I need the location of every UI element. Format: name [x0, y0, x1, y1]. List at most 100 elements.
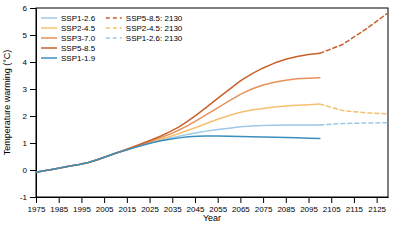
x-tick-label: 2125: [368, 205, 386, 214]
y-axis: -1 0 1 2 3 4 5 6: [20, 4, 37, 202]
legend-item: SSP2-4.5: 2130: [106, 24, 183, 33]
legend: SSP1-2.6SSP2-4.5SSP3-7.0SSP5-8.5SSP1-1.9…: [41, 14, 183, 63]
y-tick-mark: [30, 170, 36, 171]
x-tick-mark: [36, 197, 37, 203]
x-tick: 2115: [346, 197, 364, 214]
y-axis-line: [36, 9, 37, 198]
x-tick-label: 1995: [73, 205, 91, 214]
y-tick-mark: [30, 197, 36, 198]
y-tick-mark: [30, 89, 36, 90]
x-tick-label: 2065: [232, 205, 250, 214]
y-tick: 2: [23, 112, 36, 121]
legend-item: SSP1-2.6: [41, 14, 96, 23]
x-tick-label: 1975: [28, 205, 46, 214]
x-tick: 2035: [164, 197, 182, 214]
x-tick-mark: [354, 197, 355, 203]
y-tick-mark: [30, 116, 36, 117]
legend-column: SSP5-8.5: 2130SSP2-4.5: 2130SSP1-2.6: 21…: [106, 14, 183, 43]
y-tick-label: 6: [23, 4, 28, 13]
x-tick: 2075: [255, 197, 273, 214]
legend-label: SSP2-4.5: 2130: [126, 24, 183, 33]
x-axis: 1975 1985 1995 2005 2015 2025 2035 20452055 2065…: [28, 197, 389, 214]
x-tick: 2085: [277, 197, 295, 214]
series-line: [36, 78, 320, 173]
legend-swatch: [106, 27, 122, 29]
y-tick-label: 5: [23, 31, 28, 40]
x-axis-title: Year: [203, 213, 221, 223]
x-tick-label: 2035: [164, 205, 182, 214]
legend-item: SSP1-2.6: 2130: [106, 34, 183, 43]
series-line: [36, 104, 320, 172]
x-tick-mark: [240, 197, 241, 203]
x-tick: 1975: [28, 197, 46, 214]
x-tick: 2065: [232, 197, 250, 214]
y-tick-label: 0: [23, 166, 28, 175]
y-tick-label: -1: [20, 193, 28, 202]
legend-label: SSP1-1.9: [61, 54, 96, 63]
series-line: [36, 53, 320, 172]
x-tick-mark: [59, 197, 60, 203]
x-axis-line: [37, 197, 389, 198]
x-tick-mark: [104, 197, 105, 203]
x-tick: 1995: [73, 197, 91, 214]
x-tick-label: 2105: [323, 205, 341, 214]
x-tick-mark: [195, 197, 196, 203]
y-tick: 6: [23, 4, 36, 13]
y-tick: 1: [23, 139, 36, 148]
x-tick: 2015: [118, 197, 136, 214]
legend-item: SSP3-7.0: [41, 34, 96, 43]
legend-swatch: [41, 17, 57, 19]
x-tick-label: 2005: [96, 205, 114, 214]
legend-swatch: [41, 27, 57, 29]
y-tick-label: 4: [23, 58, 28, 67]
x-tick: 2025: [141, 197, 159, 214]
x-tick-mark: [150, 197, 151, 203]
x-tick-label: 2025: [141, 205, 159, 214]
plot-frame: [36, 8, 388, 197]
y-tick-label: 3: [23, 85, 28, 94]
x-tick: 2045: [187, 197, 205, 214]
x-tick-mark: [286, 197, 287, 203]
y-tick: -1: [20, 193, 36, 202]
series-line: [320, 104, 388, 114]
legend-swatch: [106, 17, 122, 19]
chart: 1975198519952005201520252035204520552065…: [0, 0, 400, 225]
legend-label: SSP1-2.6: [61, 14, 96, 23]
y-tick-label: 2: [23, 112, 28, 121]
x-tick-mark: [172, 197, 173, 203]
y-tick: 0: [23, 166, 36, 175]
legend-swatch: [41, 37, 57, 39]
legend-item: SSP2-4.5: [41, 24, 96, 33]
x-tick: 1985: [50, 197, 68, 214]
y-tick: 3: [23, 85, 36, 94]
x-tick-label: 2085: [277, 205, 295, 214]
legend-label: SSP5-8.5: 2130: [126, 14, 183, 23]
y-tick-mark: [30, 143, 36, 144]
legend-label: SSP3-7.0: [61, 34, 96, 43]
series-line: [320, 13, 388, 54]
x-tick-mark: [309, 197, 310, 203]
y-tick-mark: [30, 62, 36, 63]
legend-swatch: [106, 37, 122, 39]
x-tick: 2005: [96, 197, 114, 214]
series-line: [36, 136, 320, 172]
x-tick-label: 2015: [118, 205, 136, 214]
y-tick: 4: [23, 58, 36, 67]
legend-swatch: [41, 57, 57, 59]
legend-item: SSP5-8.5: 2130: [106, 14, 183, 23]
x-tick: 2055: [209, 197, 227, 214]
x-tick: 2125: [368, 197, 386, 214]
series-line: [36, 125, 320, 172]
lines: [36, 13, 388, 172]
x-tick-mark: [218, 197, 219, 203]
x-tick-mark: [81, 197, 82, 203]
series-line: [320, 123, 388, 125]
legend-label: SSP1-2.6: 2130: [126, 34, 183, 43]
legend-column: SSP1-2.6SSP2-4.5SSP3-7.0SSP5-8.5SSP1-1.9: [41, 14, 96, 63]
legend-item: SSP1-1.9: [41, 54, 96, 63]
x-tick: 2095: [300, 197, 318, 214]
y-tick-mark: [30, 8, 36, 9]
y-tick: 5: [23, 31, 36, 40]
legend-label: SSP5-8.5: [61, 44, 96, 53]
x-tick-mark: [127, 197, 128, 203]
